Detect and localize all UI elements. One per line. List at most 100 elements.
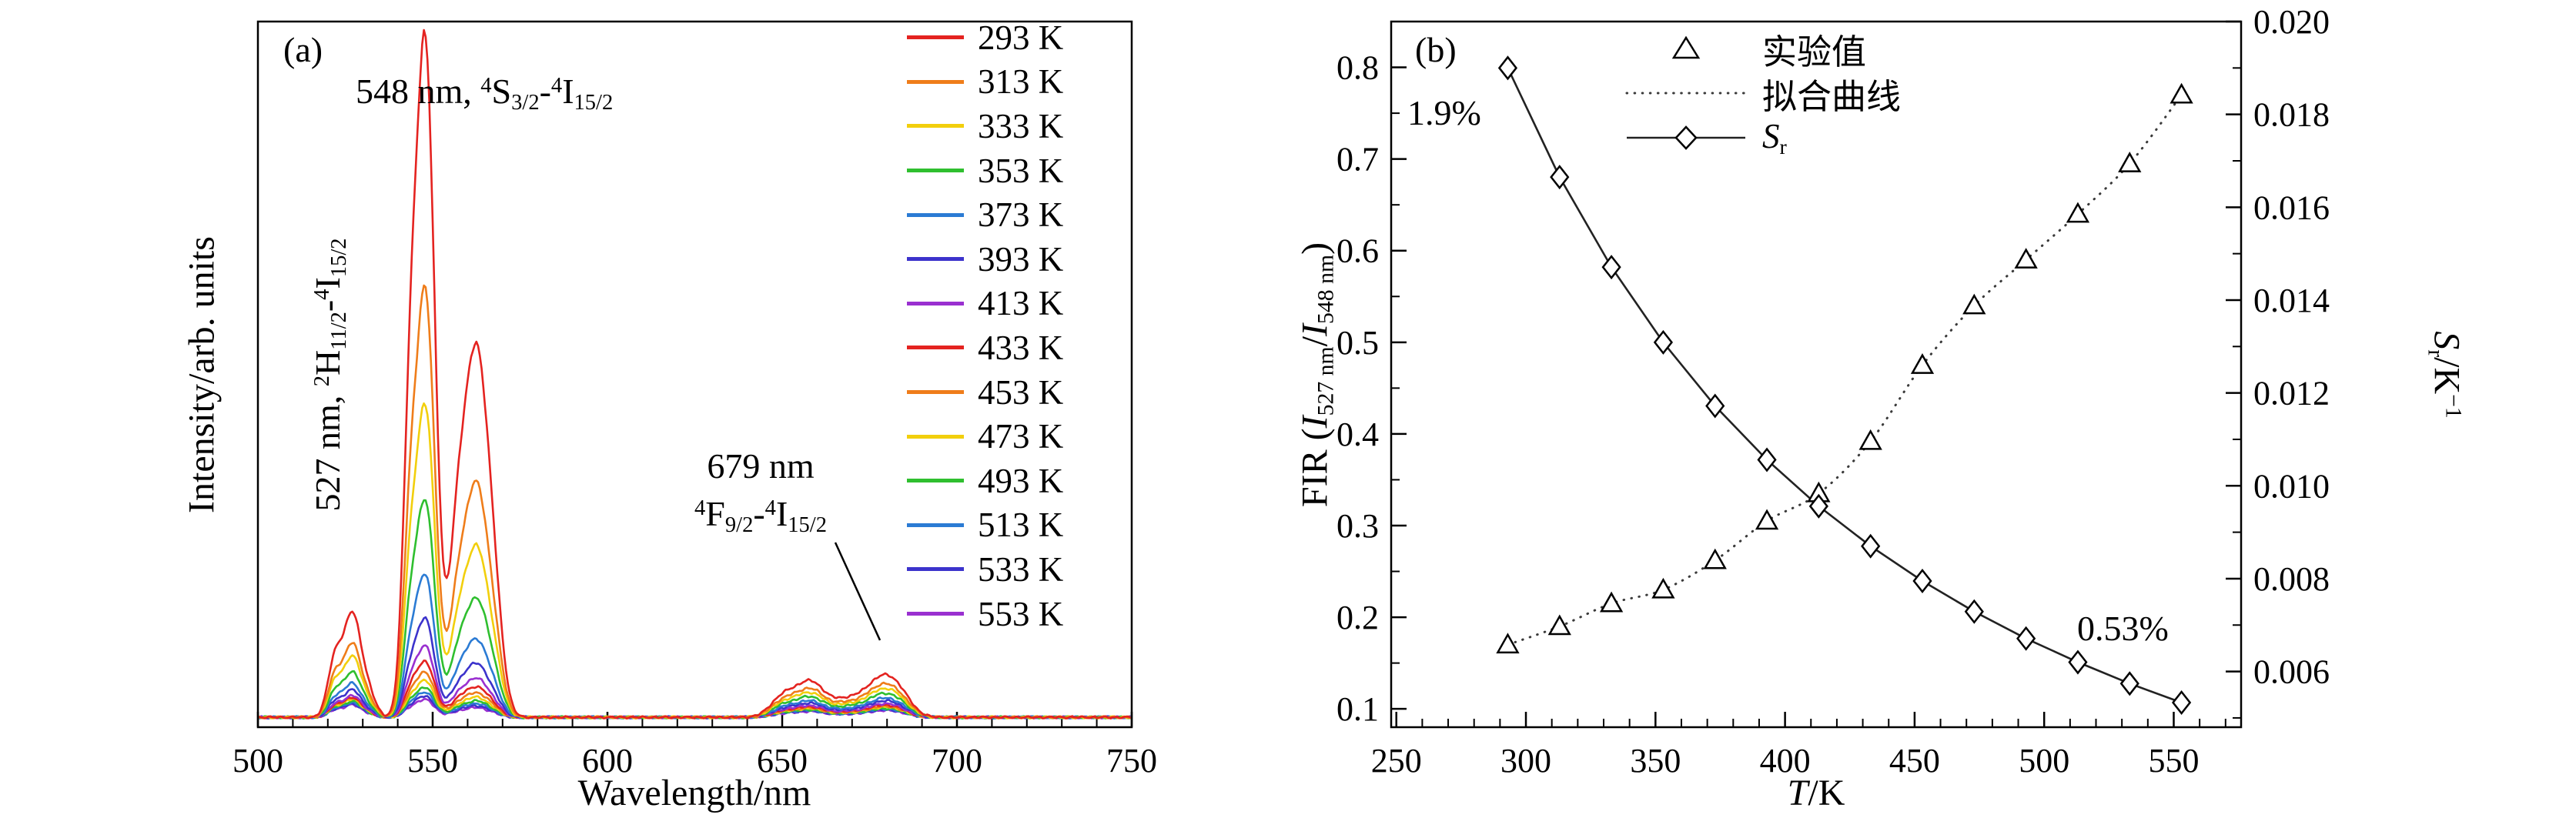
annotation-679-pointer-line (834, 542, 882, 641)
annotation-679nm-transition: 679 nm 4F9/2-4I15/2 (694, 442, 827, 541)
fir-triangle-marker (1651, 577, 1675, 599)
sr-diamond-marker (2171, 690, 2192, 716)
y-right-tick-label: 0.018 (2253, 96, 2330, 134)
panel-a-label: (a) (283, 30, 323, 69)
legend-label: 实验值 (1762, 32, 1867, 72)
y-left-tick-label: 0.3 (1337, 507, 1379, 545)
legend-color-line (907, 434, 964, 439)
diamond-line-legend-marker (1627, 125, 1745, 150)
sr-line (1507, 67, 2183, 704)
y-right-tick-label: 0.008 (2253, 560, 2330, 598)
legend-color-line (907, 212, 964, 217)
panel-b-label: (b) (1415, 30, 1457, 69)
legend-item: 493 K (907, 459, 1063, 503)
panel-a-axes-box (256, 20, 1133, 729)
fir-triangle-marker (1703, 548, 1727, 569)
legend-item: 353 K (907, 149, 1063, 193)
sr-diamond-marker (2016, 626, 2036, 651)
annotation-527nm-transition: 527 nm, 2H11/2-4I15/2 (308, 238, 351, 512)
fir-triangle-marker (2014, 248, 2038, 269)
y-left-tick-label: 0.2 (1337, 599, 1379, 636)
sr-diamond-marker (2068, 649, 2088, 675)
legend-label: 293 K (978, 18, 1064, 57)
panel-a-plot: 500 550 600 650 700 750 (233, 20, 1157, 780)
spectrum-curve-413K (259, 644, 1131, 720)
fir-triangle-marker (2118, 152, 2142, 172)
legend-item: 实验值 (1621, 26, 1901, 72)
legend-label: 453 K (978, 372, 1064, 412)
legend-color-line (907, 35, 964, 40)
legend-item: 413 K (907, 282, 1063, 326)
x-tick-label: 400 (1760, 742, 1811, 780)
legend-label: 493 K (978, 461, 1064, 500)
x-tick-label: 650 (757, 742, 808, 780)
sr-diamond-marker (1653, 329, 1674, 355)
legend-item: 433 K (907, 326, 1063, 370)
x-tick-label: 500 (233, 742, 283, 780)
panel-a-ylabel: Intensity/arb. units (181, 236, 222, 513)
sr-diamond-marker (1550, 165, 1570, 190)
sr-diamond-marker (1497, 55, 1518, 81)
legend-item: Sr (1621, 115, 1901, 160)
legend-item: 533 K (907, 547, 1063, 592)
legend-color-line (907, 612, 964, 616)
fir-triangle-marker (1547, 614, 1571, 636)
annotation-679nm-wavelength: 679 nm (707, 446, 815, 486)
legend-label: 413 K (978, 284, 1064, 323)
fir-fit-curve (1507, 93, 2183, 646)
legend-color-line (907, 169, 964, 173)
x-tick-label: 600 (582, 742, 633, 780)
x-tick-label: 500 (2019, 742, 2069, 780)
legend-label: 373 K (978, 195, 1064, 235)
sr-diamond-marker (1964, 599, 1984, 624)
legend-item: 313 K (907, 60, 1063, 105)
y-left-tick-label: 0.6 (1337, 232, 1379, 270)
sr-diamond-marker (1808, 493, 1828, 519)
panel-a-curves (259, 28, 1131, 720)
y-right-tick-label: 0.012 (2253, 375, 2330, 412)
panel-b-x-ticks: 250 300 350 400 450 500 550 (1371, 712, 2226, 780)
legend-color-line (907, 301, 964, 305)
panel-b-left-ticks: 0.1 0.2 0.3 0.4 0.5 0.6 0.7 0.8 (1337, 49, 1407, 728)
diamond-icon (1674, 125, 1698, 150)
fir-triangle-marker (2066, 202, 2090, 223)
dotted-line-legend-marker (1625, 92, 1747, 95)
legend-label: 393 K (978, 239, 1064, 279)
legend-item: 拟合曲线 (1621, 71, 1901, 116)
sr-diamond-marker (2119, 671, 2139, 696)
sr-markers (1497, 55, 2192, 716)
triangle-icon (1671, 35, 1701, 59)
legend-label: 553 K (978, 594, 1064, 633)
spectrum-curve-293K (259, 28, 1131, 720)
legend-label: 353 K (978, 151, 1064, 190)
legend-item: 473 K (907, 414, 1063, 459)
panel-b-plot: 250 300 350 400 450 500 5500.10.20.30.40.50.60… (1337, 3, 2330, 780)
legend-label: 433 K (978, 328, 1064, 367)
x-tick-label: 750 (1106, 742, 1157, 780)
x-tick-label: 550 (407, 742, 458, 780)
x-tick-label: 700 (932, 742, 982, 780)
panel-b-ylabel-left: FIR (I527 nm/I548 nm) (1294, 242, 1339, 508)
panel-a-x-ticks: 500 550 600 650 700 750 (233, 712, 1157, 780)
spectrum-curve-433K (259, 659, 1131, 720)
panel-a-legend: 293 K 313 K 333 K 353 K 373 K 393 K 413 K 433 K… (907, 15, 1063, 636)
legend-label: 533 K (978, 549, 1064, 589)
legend-color-line (907, 390, 964, 395)
panel-b-xlabel: T/K (1787, 773, 1845, 813)
y-right-tick-label: 0.014 (2253, 282, 2330, 319)
x-tick-label: 350 (1630, 742, 1681, 780)
legend-color-line (907, 79, 964, 84)
legend-label: 拟合曲线 (1762, 77, 1902, 116)
legend-label: 313 K (978, 62, 1064, 102)
y-left-tick-label: 0.4 (1337, 416, 1379, 453)
fir-triangle-marker (1496, 633, 1520, 654)
legend-color-line (907, 257, 964, 262)
x-tick-label: 550 (2148, 742, 2199, 780)
sr-diamond-marker (1912, 568, 1932, 593)
fir-triangle-marker (1755, 509, 1779, 530)
x-tick-label: 300 (1500, 742, 1551, 780)
fir-triangle-marker (1910, 353, 1935, 374)
legend-label: Sr (1762, 116, 1787, 159)
legend-color-line (907, 479, 964, 483)
